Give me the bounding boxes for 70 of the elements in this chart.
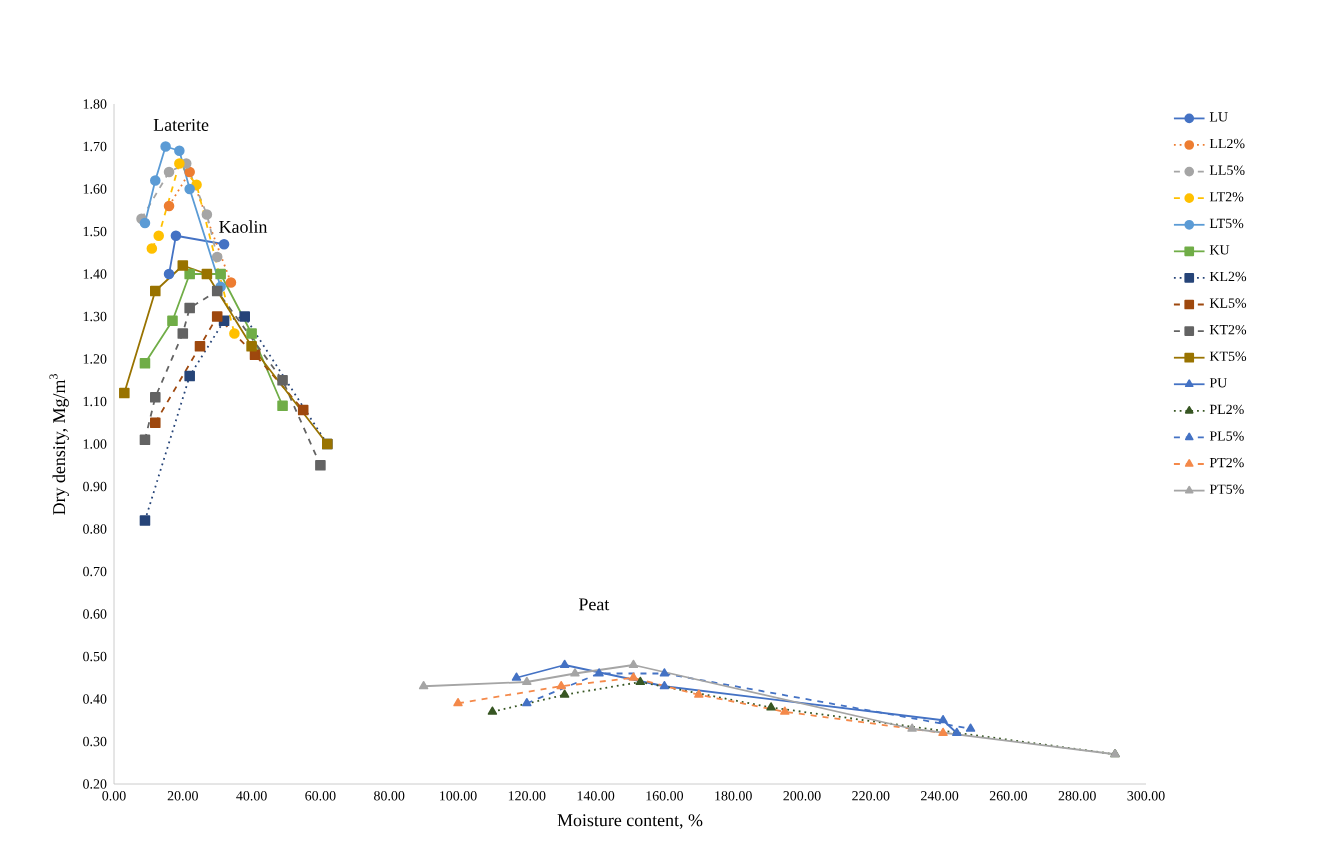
- point: [780, 706, 790, 715]
- point: [139, 434, 151, 446]
- point: [211, 311, 223, 322]
- point: [184, 268, 195, 280]
- point: [522, 676, 532, 686]
- point: [766, 702, 776, 711]
- point: [163, 268, 175, 280]
- point: [297, 404, 309, 416]
- point: [194, 340, 206, 352]
- point: [150, 175, 161, 186]
- point: [594, 668, 604, 677]
- point: [177, 328, 189, 339]
- point: [150, 417, 161, 429]
- point: [225, 277, 237, 288]
- point: [184, 183, 195, 195]
- point: [628, 672, 639, 681]
- point: [119, 387, 130, 399]
- point: [174, 158, 185, 169]
- annotation: Laterite: [153, 118, 209, 131]
- point: [177, 260, 189, 271]
- point: [246, 328, 257, 339]
- point: [139, 357, 151, 369]
- point: [487, 706, 498, 715]
- point: [511, 672, 522, 681]
- point: [139, 515, 151, 526]
- point: [201, 268, 213, 280]
- point: [635, 676, 646, 686]
- point: [163, 200, 175, 212]
- point: [952, 727, 962, 737]
- point: [246, 340, 257, 352]
- point: [570, 668, 580, 677]
- point: [453, 697, 463, 707]
- point: [215, 268, 226, 280]
- point: [201, 209, 213, 220]
- point: [150, 391, 161, 403]
- y-axis-title: Dry density, Mg/m$^{3}$: [49, 374, 69, 515]
- point: [418, 680, 429, 690]
- point: [938, 714, 948, 724]
- point: [659, 668, 670, 677]
- annotation: Peat: [578, 598, 610, 611]
- point: [146, 243, 158, 254]
- point: [559, 689, 570, 698]
- point: [170, 230, 182, 242]
- point: [153, 230, 164, 242]
- point: [163, 166, 175, 178]
- point: [938, 727, 948, 737]
- point: [150, 285, 161, 297]
- point: [160, 141, 171, 152]
- point: [277, 400, 288, 412]
- point: [239, 311, 250, 322]
- point: [907, 723, 917, 732]
- point: [522, 697, 532, 707]
- point: [174, 145, 185, 157]
- point: [559, 659, 570, 669]
- point: [277, 374, 288, 386]
- point: [659, 680, 670, 690]
- x-axis-title: Moisture content, %: [557, 814, 703, 829]
- point: [211, 251, 223, 263]
- point: [965, 723, 976, 732]
- point: [184, 166, 195, 178]
- point: [184, 302, 195, 314]
- point: [628, 659, 639, 669]
- annotation: Kaolin: [219, 220, 268, 233]
- point: [556, 680, 566, 690]
- point: [229, 328, 240, 339]
- point: [184, 370, 195, 382]
- point: [694, 689, 704, 698]
- point: [167, 315, 178, 327]
- point: [218, 238, 230, 250]
- point: [315, 459, 326, 471]
